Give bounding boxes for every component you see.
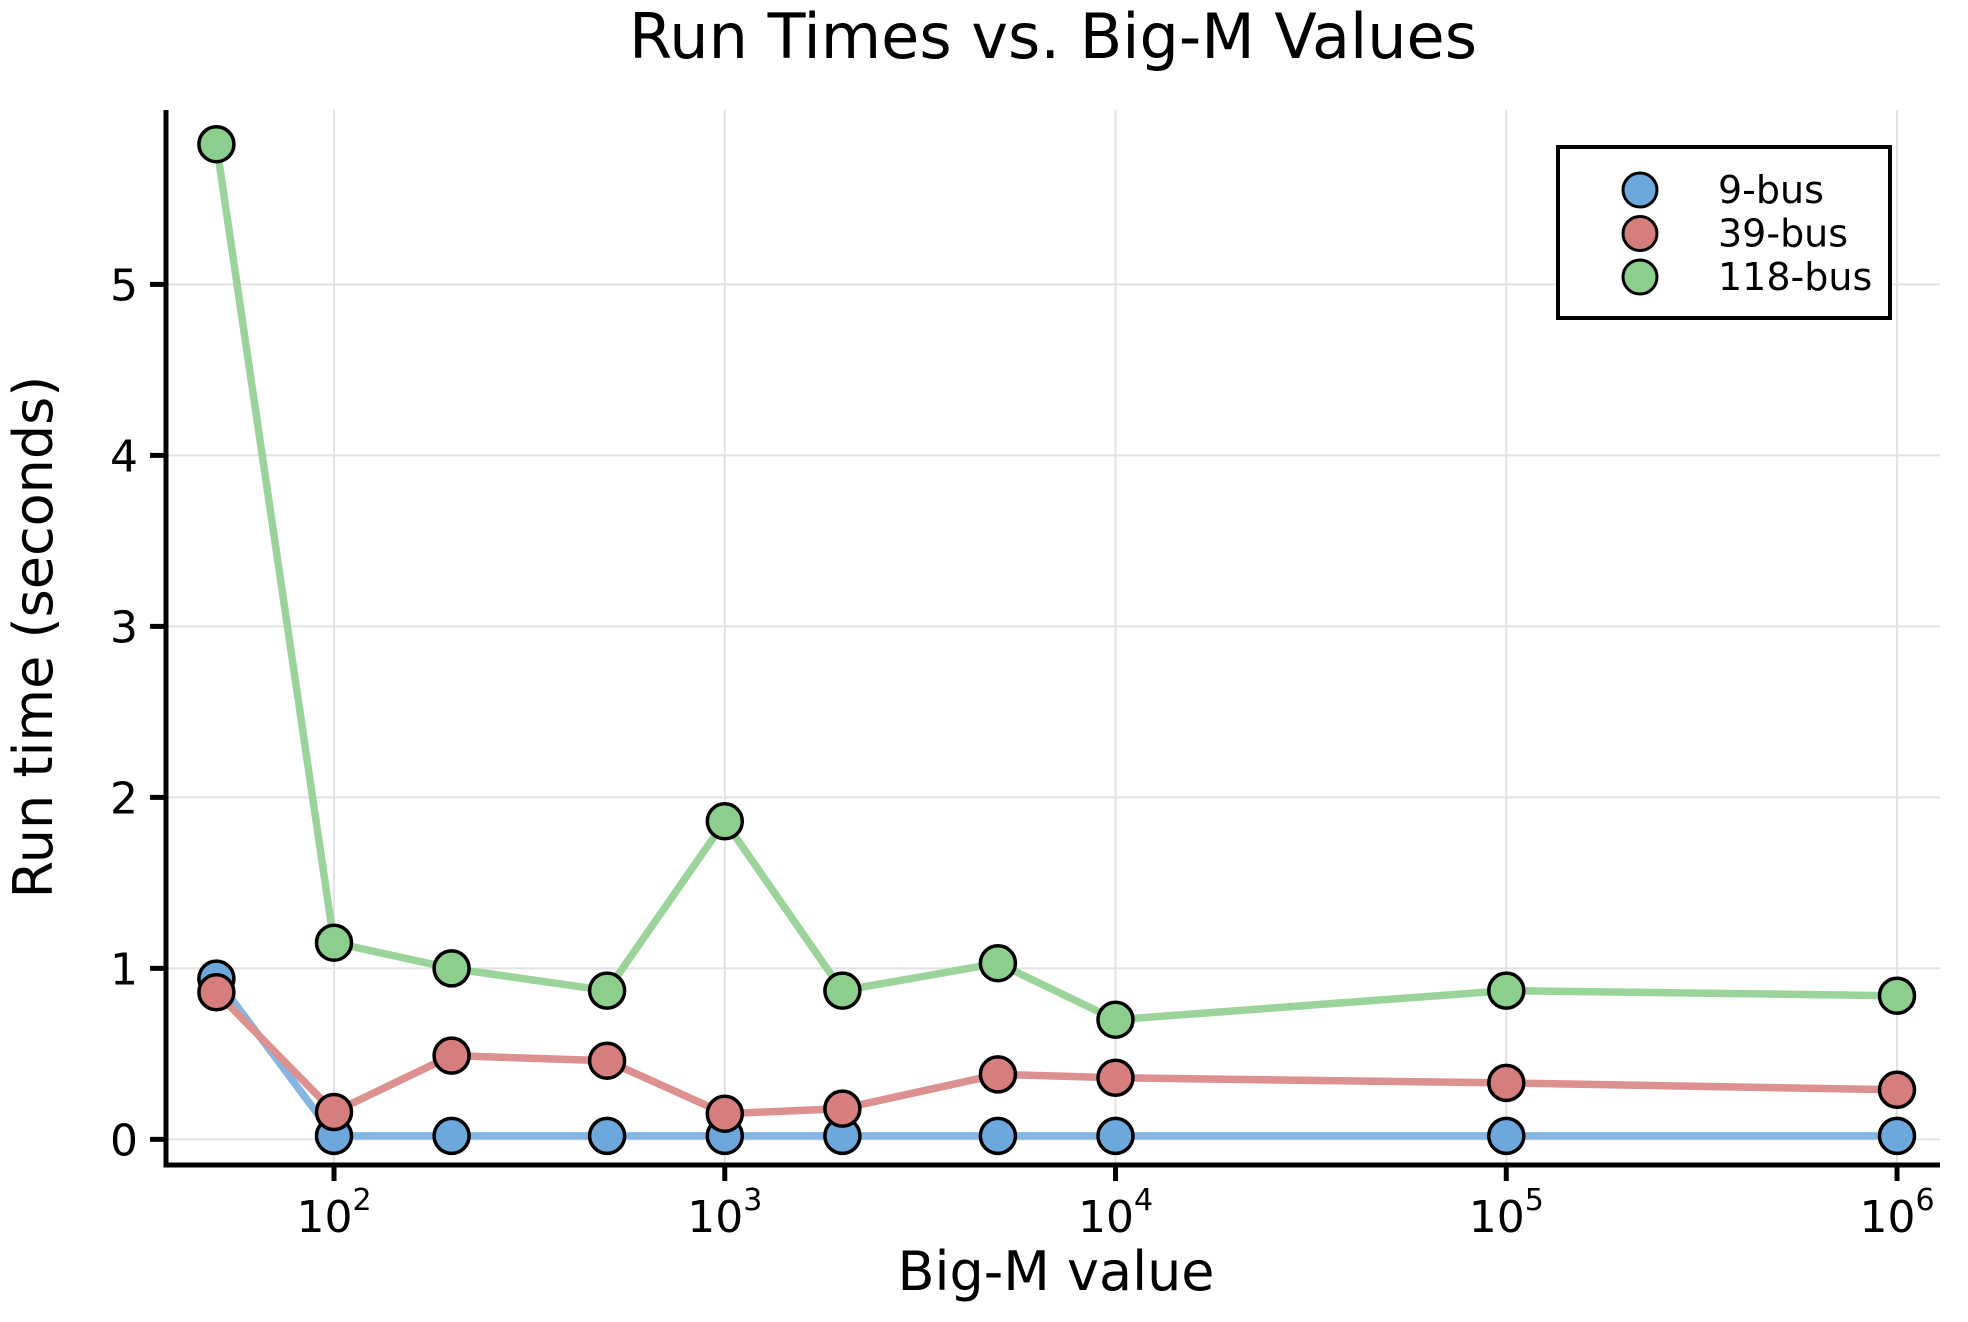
data-point-9-bus — [1877, 1116, 1917, 1156]
x-tick-label: 103 — [687, 1183, 762, 1243]
x-tick-label: 105 — [1469, 1183, 1544, 1243]
y-tick-label: 3 — [110, 602, 138, 653]
series-39-bus — [197, 973, 1917, 1133]
data-point-39-bus — [197, 973, 236, 1012]
y-axis-label: Run time (seconds) — [2, 376, 65, 899]
y-tick-label: 2 — [110, 773, 138, 824]
legend-label-9-bus: 9-bus — [1718, 168, 1824, 212]
data-point-9-bus — [978, 1116, 1018, 1156]
series-line-118-bus — [212, 140, 1901, 1024]
data-point-9-bus — [1487, 1116, 1526, 1156]
y-tick-label: 1 — [110, 944, 138, 995]
data-point-39-bus — [705, 1094, 745, 1133]
data-point-118-bus — [1096, 1000, 1135, 1039]
x-axis-label: Big-M value — [897, 1240, 1214, 1303]
tick-marks — [150, 281, 1900, 1181]
data-point-118-bus — [705, 802, 745, 841]
data-point-39-bus — [1487, 1063, 1526, 1103]
data-point-39-bus — [1096, 1058, 1135, 1098]
data-series-layer — [197, 124, 1917, 1156]
x-tick-label: 104 — [1078, 1183, 1153, 1243]
data-point-9-bus — [432, 1116, 471, 1156]
y-tick-label: 4 — [110, 431, 138, 482]
data-point-39-bus — [314, 1092, 354, 1132]
data-point-118-bus — [978, 943, 1018, 983]
x-tick-label: 102 — [296, 1183, 371, 1243]
data-point-118-bus — [432, 949, 471, 988]
data-point-39-bus — [823, 1089, 862, 1128]
series-line-39-bus — [212, 988, 1901, 1118]
y-tick-label: 0 — [110, 1115, 138, 1166]
data-point-39-bus — [978, 1055, 1018, 1094]
data-point-118-bus — [1487, 971, 1526, 1010]
data-point-118-bus — [587, 971, 627, 1010]
tick-labels: 0 1 2 3 4 5 102 103 104 105 106 — [110, 260, 1935, 1243]
legend-box — [1556, 145, 1892, 320]
data-point-39-bus — [432, 1036, 471, 1075]
data-point-118-bus — [823, 971, 862, 1010]
legend-marker-9-bus — [1621, 171, 1659, 209]
series-118-bus — [197, 124, 1917, 1039]
data-point-9-bus — [1096, 1116, 1135, 1156]
x-tick-label: 106 — [1859, 1183, 1934, 1243]
chart-title: Run Times vs. Big-M Values — [629, 0, 1477, 73]
legend-label-118-bus: 118-bus — [1718, 255, 1872, 299]
data-point-118-bus — [197, 124, 236, 164]
series-line-9-bus — [212, 974, 1901, 1140]
legend-label-39-bus: 39-bus — [1718, 212, 1848, 256]
data-point-118-bus — [314, 923, 354, 962]
data-point-118-bus — [1877, 976, 1917, 1015]
legend-marker-118-bus — [1621, 258, 1659, 296]
y-tick-label: 5 — [110, 260, 138, 311]
legend-marker-39-bus — [1621, 215, 1659, 252]
data-point-9-bus — [587, 1116, 627, 1156]
data-point-39-bus — [587, 1041, 627, 1080]
data-point-39-bus — [1877, 1070, 1917, 1110]
